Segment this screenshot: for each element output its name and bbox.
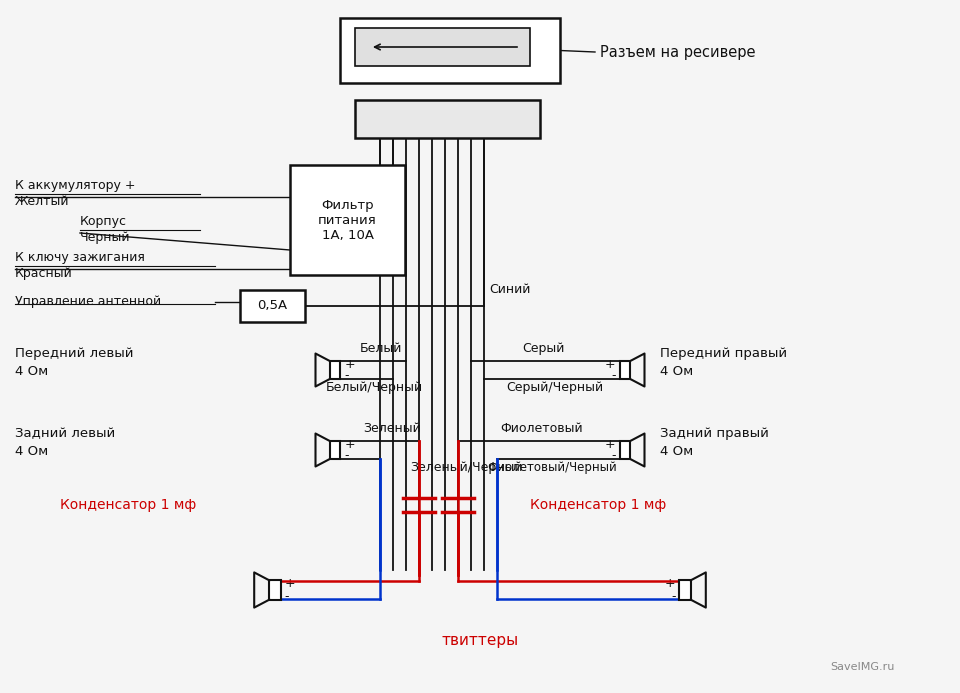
Text: -: -: [345, 369, 348, 382]
Text: Фиолетовый: Фиолетовый: [500, 422, 583, 435]
Text: 4 Ом: 4 Ом: [15, 365, 48, 378]
Bar: [290, 165, 405, 275]
Text: Конденсатор 1 мф: Конденсатор 1 мф: [60, 498, 196, 512]
Text: 4 Ом: 4 Ом: [660, 365, 693, 378]
Bar: [680, 581, 690, 599]
Text: Белый/Черный: Белый/Черный: [325, 381, 422, 394]
Bar: [329, 361, 340, 379]
Text: 4 Ом: 4 Ом: [660, 445, 693, 458]
Text: твиттеры: твиттеры: [442, 633, 518, 647]
Text: -: -: [284, 590, 289, 603]
Text: Белый: Белый: [359, 342, 401, 355]
Text: Передний левый: Передний левый: [15, 347, 133, 360]
Bar: [620, 361, 631, 379]
Bar: [240, 290, 305, 322]
Bar: [620, 441, 631, 459]
Text: -: -: [345, 449, 348, 462]
Text: Черный: Черный: [80, 231, 131, 244]
Text: +: +: [664, 577, 676, 590]
Text: Разъем на ресивере: Разъем на ресивере: [600, 44, 756, 60]
Bar: [355, 100, 540, 138]
Text: +: +: [605, 438, 615, 451]
Text: +: +: [345, 438, 355, 451]
Text: 4 Ом: 4 Ом: [15, 445, 48, 458]
Text: Серый: Серый: [522, 342, 564, 355]
Text: Синий: Синий: [489, 283, 530, 296]
Bar: [270, 581, 280, 599]
Bar: [329, 441, 340, 459]
Text: Конденсатор 1 мф: Конденсатор 1 мф: [530, 498, 666, 512]
Bar: [355, 28, 530, 66]
Text: Зеленый: Зеленый: [363, 422, 420, 435]
Text: Фиолетовый/Черный: Фиолетовый/Черный: [487, 461, 616, 474]
Text: -: -: [671, 590, 676, 603]
Text: К аккумулятору +: К аккумулятору +: [15, 179, 135, 192]
Text: Управление антенной: Управление антенной: [15, 295, 161, 308]
Text: Фильтр
питания
1А, 10А: Фильтр питания 1А, 10А: [318, 198, 377, 241]
Text: К ключу зажигания: К ключу зажигания: [15, 251, 145, 264]
Text: Серый/Черный: Серый/Черный: [506, 381, 603, 394]
Text: Задний правый: Задний правый: [660, 427, 769, 440]
Text: -: -: [612, 369, 615, 382]
Text: +: +: [284, 577, 296, 590]
Text: Передний правый: Передний правый: [660, 347, 787, 360]
Text: +: +: [345, 358, 355, 371]
Text: 0,5А: 0,5А: [257, 299, 288, 313]
Text: Корпус: Корпус: [80, 215, 127, 228]
Bar: [340, 18, 560, 83]
Text: Зеленый/Черный: Зеленый/Черный: [410, 461, 522, 474]
Text: +: +: [605, 358, 615, 371]
Text: SaveIMG.ru: SaveIMG.ru: [830, 662, 895, 672]
Text: Красный: Красный: [15, 267, 73, 280]
Text: Задний левый: Задний левый: [15, 427, 115, 440]
Text: Желтый: Желтый: [15, 195, 69, 208]
Text: -: -: [612, 449, 615, 462]
